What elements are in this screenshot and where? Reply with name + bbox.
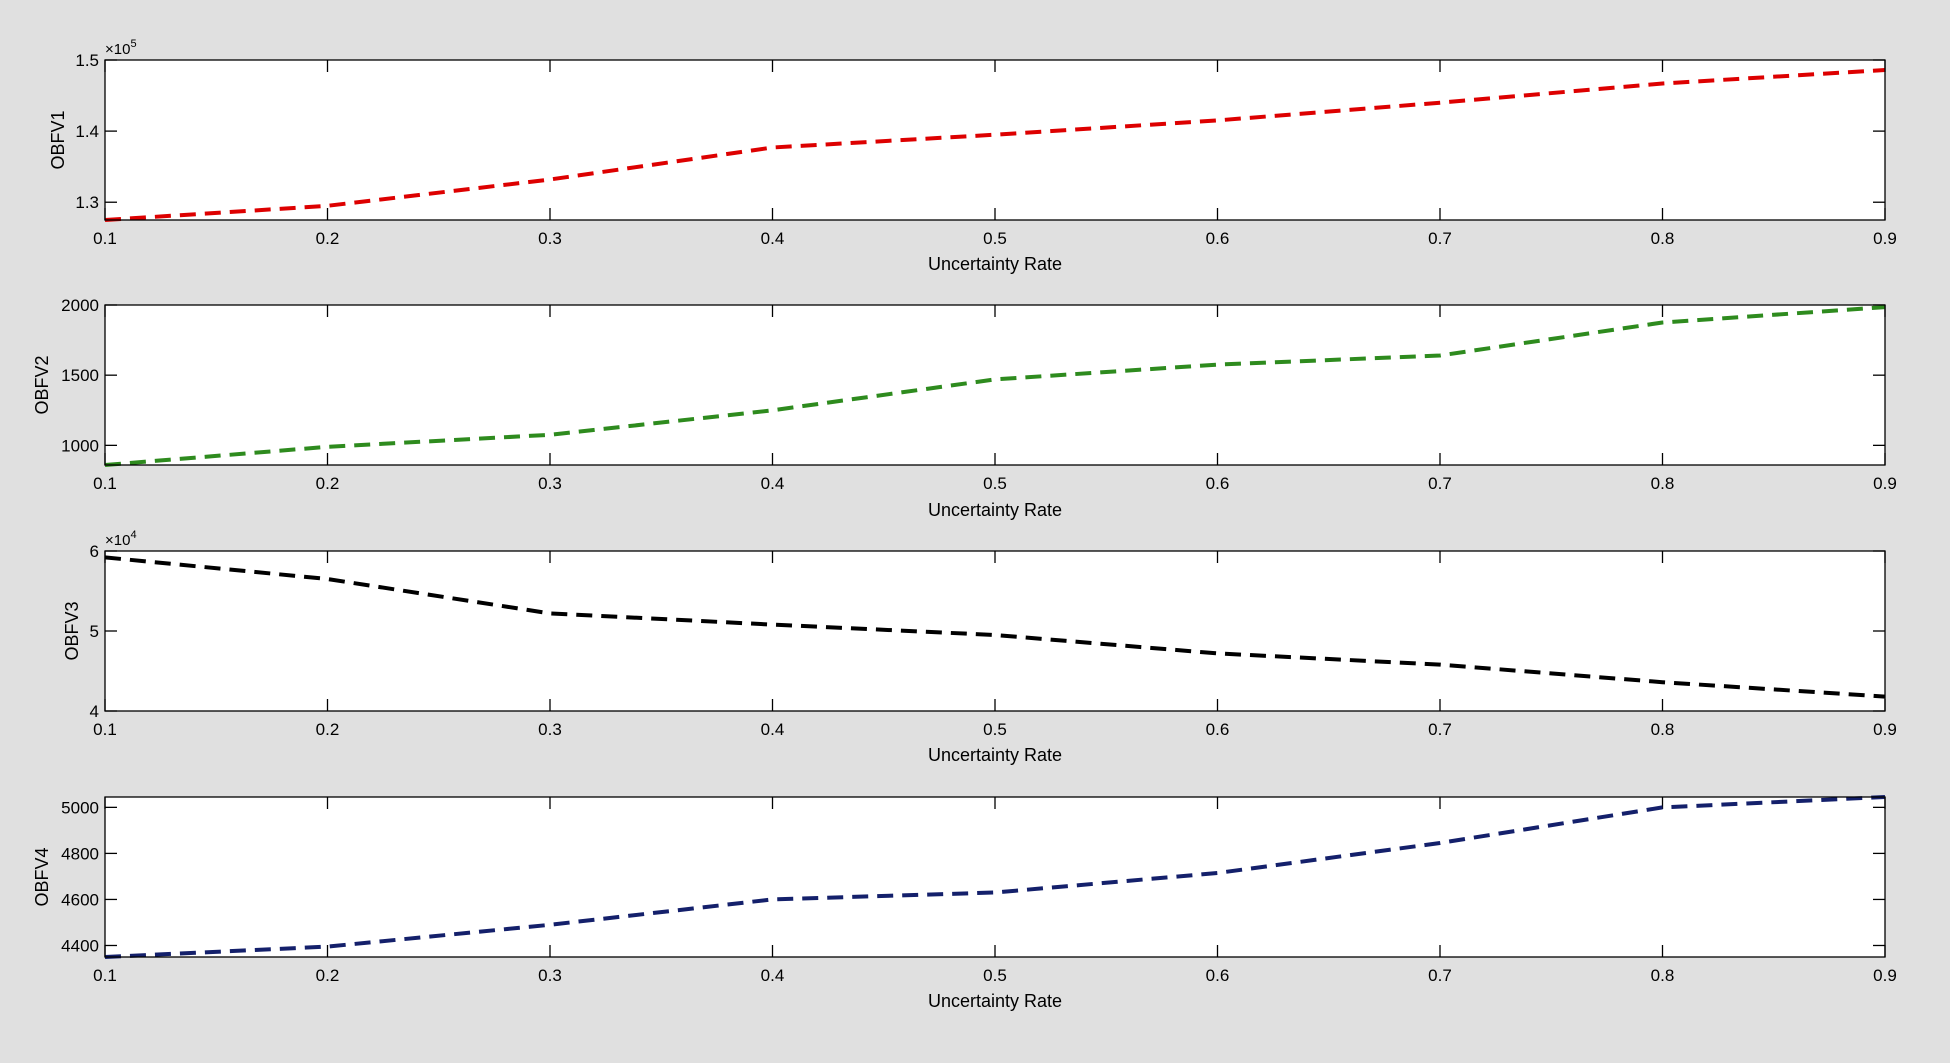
- axes-box: [104, 550, 1886, 712]
- x-tick-label: 0.8: [1651, 720, 1675, 739]
- y-tick-labels: 4 5 6: [90, 542, 99, 721]
- x-tick-labels: 0.1 0.2 0.3 0.4 0.5 0.6 0.7 0.8 0.9: [93, 474, 1897, 493]
- x-tick-label: 0.8: [1651, 229, 1675, 248]
- y-tick-label: 5000: [61, 798, 99, 817]
- x-tick-label: 0.9: [1873, 966, 1897, 985]
- subplot-obfv3: 0.1 0.2 0.3 0.4 0.5 0.6 0.7 0.8 0.9 4 5 6 ×104 Unc…: [62, 529, 1897, 765]
- x-tick-label: 0.3: [538, 966, 562, 985]
- x-tick-labels: 0.1 0.2 0.3 0.4 0.5 0.6 0.7 0.8 0.9: [93, 229, 1897, 248]
- subplot-obfv2: 0.1 0.2 0.3 0.4 0.5 0.6 0.7 0.8 0.9 1000 1500 2000…: [32, 296, 1897, 520]
- x-tick-label: 0.4: [761, 229, 785, 248]
- y-tick-label: 1500: [61, 366, 99, 385]
- y-tick-label: 5: [90, 622, 99, 641]
- x-tick-label: 0.7: [1428, 720, 1452, 739]
- x-tick-label: 0.4: [761, 474, 785, 493]
- x-tick-label: 0.6: [1206, 966, 1230, 985]
- axes-background: [105, 551, 1885, 711]
- axes-box: [104, 304, 1886, 466]
- subplot-obfv4: 0.1 0.2 0.3 0.4 0.5 0.6 0.7 0.8 0.9 4400 4600 4800…: [32, 795, 1897, 1011]
- x-tick-label: 0.1: [93, 474, 117, 493]
- axes-background: [105, 60, 1885, 220]
- x-tick-label: 0.7: [1428, 474, 1452, 493]
- x-tick-label: 0.8: [1651, 966, 1675, 985]
- x-tick-label: 0.9: [1873, 474, 1897, 493]
- x-tick-label: 0.3: [538, 474, 562, 493]
- y-tick-label: 1000: [61, 436, 99, 455]
- y-tick-label: 1.4: [75, 122, 99, 141]
- x-tick-label: 0.7: [1428, 966, 1452, 985]
- x-tick-label: 0.6: [1206, 720, 1230, 739]
- y-tick-label: 1.3: [75, 193, 99, 212]
- axes-background: [105, 797, 1885, 957]
- x-tick-label: 0.5: [983, 720, 1007, 739]
- series-line-obfv4: [104, 795, 1886, 959]
- y-tick-label: 4800: [61, 844, 99, 863]
- x-tick-label: 0.2: [316, 229, 340, 248]
- y-tick-label: 4400: [61, 936, 99, 955]
- x-tick-label: 0.1: [93, 229, 117, 248]
- x-tick-label: 0.2: [316, 474, 340, 493]
- y-axis-label: OBFV4: [32, 847, 52, 906]
- x-axis-label: Uncertainty Rate: [928, 745, 1062, 765]
- axes-background: [105, 305, 1885, 465]
- x-tick-label: 0.3: [538, 229, 562, 248]
- y-exponent-label: ×105: [105, 38, 137, 58]
- x-axis-label: Uncertainty Rate: [928, 991, 1062, 1011]
- x-tick-label: 0.9: [1873, 720, 1897, 739]
- x-tick-label: 0.2: [316, 720, 340, 739]
- y-tick-labels: 4400 4600 4800 5000: [61, 798, 99, 955]
- x-tick-label: 0.4: [761, 966, 785, 985]
- y-tick-labels: 1000 1500 2000: [61, 296, 99, 455]
- y-tick-label: 2000: [61, 296, 99, 315]
- x-tick-labels: 0.1 0.2 0.3 0.4 0.5 0.6 0.7 0.8 0.9: [93, 720, 1897, 739]
- series-line-obfv2: [104, 305, 1886, 467]
- x-tick-label: 0.6: [1206, 229, 1230, 248]
- y-tick-label: 1.5: [75, 51, 99, 70]
- y-axis-label: OBFV1: [48, 110, 68, 169]
- x-tick-label: 0.1: [93, 966, 117, 985]
- x-tick-label: 0.3: [538, 720, 562, 739]
- series-line-obfv3: [104, 555, 1886, 699]
- series-line-obfv1: [104, 68, 1886, 222]
- x-axis-label: Uncertainty Rate: [928, 500, 1062, 520]
- x-tick-label: 0.1: [93, 720, 117, 739]
- x-tick-label: 0.9: [1873, 229, 1897, 248]
- subplot-obfv1: 0.1 0.2 0.3 0.4 0.5 0.6 0.7 0.8 0.9 1.3 1.4 1.5 ×1…: [48, 38, 1897, 274]
- axes-box: [104, 59, 1886, 221]
- x-tick-label: 0.5: [983, 474, 1007, 493]
- x-tick-label: 0.4: [761, 720, 785, 739]
- y-axis-label: OBFV2: [32, 355, 52, 414]
- y-tick-label: 4600: [61, 890, 99, 909]
- x-tick-labels: 0.1 0.2 0.3 0.4 0.5 0.6 0.7 0.8 0.9: [93, 966, 1897, 985]
- y-tick-label: 6: [90, 542, 99, 561]
- x-tick-label: 0.6: [1206, 474, 1230, 493]
- y-tick-labels: 1.3 1.4 1.5: [75, 51, 99, 212]
- y-exponent-label: ×104: [105, 529, 137, 549]
- x-tick-label: 0.5: [983, 966, 1007, 985]
- y-axis-label: OBFV3: [62, 601, 82, 660]
- x-tick-label: 0.2: [316, 966, 340, 985]
- x-tick-label: 0.8: [1651, 474, 1675, 493]
- x-tick-label: 0.5: [983, 229, 1007, 248]
- x-tick-label: 0.7: [1428, 229, 1452, 248]
- y-tick-label: 4: [90, 702, 99, 721]
- axes-box: [104, 796, 1886, 958]
- x-axis-label: Uncertainty Rate: [928, 254, 1062, 274]
